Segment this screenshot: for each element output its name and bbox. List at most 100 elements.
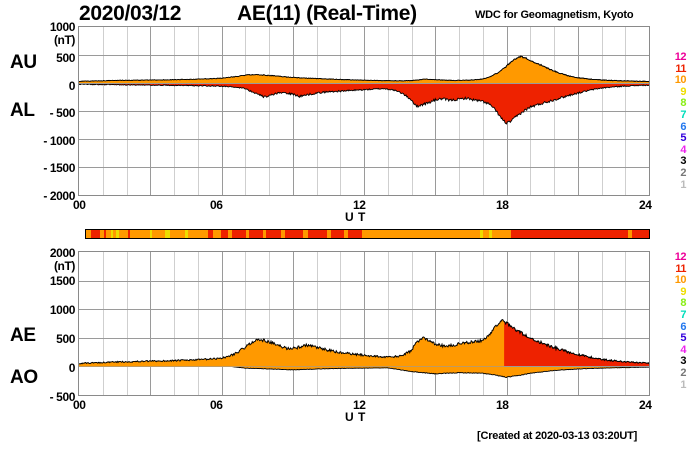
legend-level-2: 2 [680, 166, 686, 179]
top-ytick-1000: 1000 [49, 20, 76, 34]
ae-ao-trace [79, 252, 649, 395]
bottom-unit-label: (nT) [53, 259, 75, 273]
legend-level-2: 2 [680, 366, 686, 379]
availability-segment [227, 230, 233, 238]
availability-segment [492, 230, 512, 238]
legend-level-4: 4 [680, 343, 686, 356]
bottom-ytick-1500: 1500 [49, 274, 76, 288]
au-al-trace [79, 27, 649, 195]
created-timestamp: [Created at 2020-03-13 03:20UT] [477, 430, 638, 442]
bottom-xaxis-title: U T [345, 410, 366, 424]
top-ytick-minus2000: - 2000 [43, 189, 75, 203]
legend-level-6: 6 [680, 320, 686, 333]
availability-segment [326, 230, 332, 238]
legend-level-10: 10 [674, 74, 687, 87]
availability-segment [91, 230, 100, 238]
availability-segment [149, 230, 152, 238]
availability-segment [185, 230, 188, 238]
availability-segment [127, 230, 130, 238]
legend-level-1: 1 [680, 178, 686, 191]
top-xtick-24: 24 [639, 198, 652, 212]
series-line-overlay [79, 55, 649, 83]
availability-segment [483, 230, 490, 238]
availability-segment [86, 230, 92, 238]
ae-label: AE [10, 325, 36, 346]
availability-segment [116, 230, 120, 238]
top-ytick-minus500: - 500 [49, 106, 76, 120]
legend-level-8: 8 [680, 97, 686, 110]
bottom-xtick-24: 24 [639, 398, 652, 412]
availability-segment [170, 230, 186, 238]
series-area-ae [79, 319, 649, 367]
legend-level-9: 9 [680, 85, 686, 98]
legend-level-3: 3 [680, 355, 686, 368]
availability-segment [307, 230, 327, 238]
legend-level-12: 12 [674, 251, 687, 263]
legend-level-9: 9 [680, 285, 686, 298]
series-area-orange-segment [79, 67, 505, 83]
bottom-xtick-06: 06 [210, 398, 223, 412]
legend-level-8: 8 [680, 297, 686, 310]
legend-level-11: 11 [675, 62, 686, 75]
availability-segment [119, 230, 128, 238]
legend-level-7: 7 [680, 308, 686, 321]
series-area-ao [79, 365, 649, 378]
top-xtick-18: 18 [496, 198, 509, 212]
availability-segment [265, 230, 281, 238]
series-area-orange-segment [79, 319, 505, 367]
availability-segment [106, 230, 111, 238]
bottom-ytick-1000: 1000 [49, 303, 76, 317]
series-area-al [79, 83, 649, 124]
availability-segment [187, 230, 208, 238]
bottom-xtick-12: 12 [353, 398, 366, 412]
availability-segment [361, 230, 481, 238]
top-ytick-500: 500 [56, 51, 75, 65]
activity-level-legend-top: 12 11 10 9 8 7 6 5 4 3 2 1 [660, 51, 687, 191]
availability-segment [248, 230, 263, 238]
availability-segment [212, 230, 222, 238]
availability-segment [221, 230, 228, 238]
top-xaxis-title: U T [345, 210, 366, 224]
legend-level-4: 4 [680, 143, 686, 156]
availability-segment [280, 230, 285, 238]
availability-segment [245, 230, 249, 238]
bottom-xtick-18: 18 [496, 398, 509, 412]
availability-segment [262, 230, 266, 238]
top-xtick-00: 00 [73, 198, 86, 212]
availability-segment [348, 230, 362, 238]
ao-label: AO [10, 367, 38, 388]
availability-segment [129, 230, 150, 238]
availability-segment [632, 230, 649, 238]
legend-level-5: 5 [680, 132, 686, 145]
legend-level-3: 3 [680, 155, 686, 168]
availability-segment [284, 230, 303, 238]
availability-segment [113, 230, 117, 238]
availability-segment [331, 230, 344, 238]
al-label: AL [10, 100, 35, 121]
availability-segment [164, 230, 171, 238]
top-ytick-minus1000: - 1000 [43, 134, 75, 148]
top-xtick-06: 06 [210, 198, 223, 212]
ae-ao-plot [78, 251, 650, 396]
legend-level-12: 12 [674, 51, 687, 63]
availability-segment [511, 230, 629, 238]
top-ytick-0: 0 [68, 79, 76, 93]
availability-segment [343, 230, 349, 238]
legend-level-5: 5 [680, 332, 686, 345]
legend-level-7: 7 [680, 108, 686, 121]
top-ytick-minus1500: - 1500 [43, 161, 75, 175]
activity-level-legend-bottom: 12 11 10 9 8 7 6 5 4 3 2 1 [660, 251, 687, 391]
page-title-date: 2020/03/12 [79, 2, 182, 25]
legend-level-11: 11 [675, 262, 686, 275]
legend-level-10: 10 [674, 274, 687, 287]
bottom-ytick-2000: 2000 [49, 246, 76, 260]
data-availability-strip [85, 229, 650, 239]
legend-level-1: 1 [680, 378, 686, 391]
availability-segment [480, 230, 484, 238]
availability-segment [628, 230, 633, 238]
top-unit-label: (nT) [53, 33, 75, 47]
availability-segment [207, 230, 213, 238]
au-label: AU [10, 52, 37, 73]
availability-segment [302, 230, 308, 238]
